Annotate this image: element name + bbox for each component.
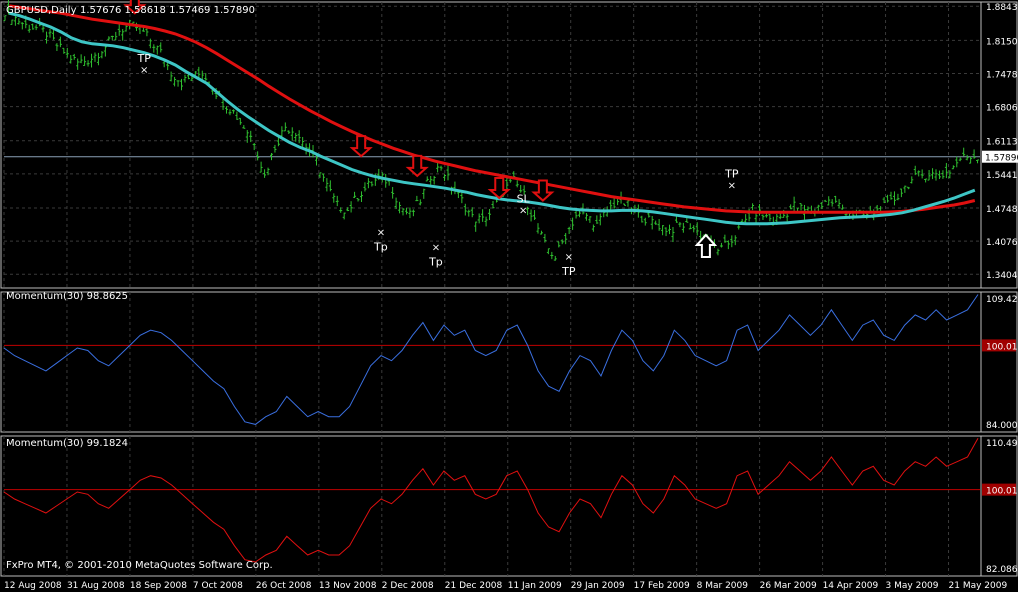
momentum-level-box: [982, 483, 1016, 496]
momentum-level-label: 100.01: [986, 487, 1018, 497]
price-tick-label: 1.54410: [986, 171, 1018, 181]
buy-arrow-icon: [694, 233, 718, 259]
price-tick-label: 1.88430: [986, 3, 1018, 13]
momentum-min-label: 82.086: [986, 565, 1018, 575]
panel-border: [0, 435, 1018, 577]
ohlc-header: 1.57676 1.58618 1.57469 1.57890: [80, 5, 255, 16]
x-tick-label: 26 Oct 2008: [256, 581, 312, 591]
momentum-max-label: 110.496: [986, 439, 1018, 449]
fast-moving-average-line: [8, 11, 976, 226]
cross-marker-icon: ×: [140, 65, 148, 76]
chart-panels: [0, 1, 1018, 577]
price-tick-label: 1.61130: [986, 138, 1018, 148]
momentum-panel-2: 100.01 110.496 82.086: [3, 438, 1018, 575]
x-tick-label: 2 Dec 2008: [382, 581, 434, 591]
symbol-header: GBPUSD,Daily: [6, 5, 77, 16]
cross-marker-icon: ×: [519, 205, 527, 216]
sell-arrow-icon: [531, 179, 555, 202]
momentum-2-title: Momentum(30) 99.1824: [6, 438, 128, 449]
x-tick-label: 31 Aug 2008: [67, 581, 125, 591]
momentum-line: [3, 294, 979, 425]
sell-arrow-icon: [349, 135, 373, 158]
trade-marker-label: TP: [561, 265, 576, 278]
panel-border: [0, 1, 1018, 289]
x-tick-label: 12 Aug 2008: [4, 581, 62, 591]
x-tick-label: 3 May 2009: [886, 581, 939, 591]
sell-arrow-icon: [123, 0, 147, 15]
sell-arrow-icon: [405, 154, 429, 178]
x-tick-label: 11 Jan 2009: [508, 581, 562, 591]
price-tick-label: 1.47480: [986, 205, 1018, 215]
price-tick-label: 1.81500: [986, 37, 1018, 47]
cross-marker-icon: ×: [432, 242, 440, 253]
trade-marker-label: TP: [724, 168, 739, 181]
momentum-level-label: 100.01: [986, 342, 1018, 352]
x-tick-label: 14 Apr 2009: [823, 581, 879, 591]
trade-marker-label: Tp: [428, 255, 443, 268]
chart-grid: [3, 2, 980, 576]
moving-averages: [8, 4, 976, 226]
cross-marker-icon: ×: [377, 228, 385, 239]
copyright-text: FxPro MT4, © 2001-2010 MetaQuotes Softwa…: [6, 560, 273, 571]
momentum-1-title: Momentum(30) 98.8625: [6, 291, 128, 302]
x-tick-label: 18 Sep 2008: [130, 581, 187, 591]
momentum-max-label: 109.421: [986, 295, 1018, 305]
price-tick-label: 1.68060: [986, 104, 1018, 114]
axis-labels: 12 Aug 2008 31 Aug 2008 18 Sep 2008 7 Oct 2…: [4, 3, 1018, 591]
x-tick-label: 26 Mar 2009: [760, 581, 817, 591]
price-tick-label: 1.74780: [986, 70, 1018, 80]
current-price-label: 1.57890: [985, 154, 1018, 164]
price-tick-label: 1.40760: [986, 238, 1018, 248]
trade-marker-label: TP: [136, 52, 151, 65]
trade-annotations: ×TP×Tp ×Tp×SL×TP×TP: [123, 0, 739, 278]
trade-marker-label: Tp: [373, 241, 388, 254]
cross-marker-icon: ×: [728, 181, 736, 192]
x-tick-label: 21 May 2009: [949, 581, 1008, 591]
momentum-line: [3, 438, 979, 563]
momentum-level-box: [982, 339, 1016, 352]
trade-marker-label: SL: [517, 192, 531, 205]
x-tick-label: 8 Mar 2009: [697, 581, 749, 591]
cross-marker-icon: ×: [565, 252, 573, 263]
x-tick-label: 21 Dec 2008: [445, 581, 503, 591]
x-tick-label: 13 Nov 2008: [319, 581, 377, 591]
sell-arrow-icon: [487, 177, 511, 200]
panel-border: [0, 291, 1018, 433]
x-tick-label: 29 Jan 2009: [571, 581, 625, 591]
x-tick-label: 7 Oct 2008: [193, 581, 243, 591]
price-tick-label: 1.34040: [986, 271, 1018, 281]
slow-moving-average-line: [8, 4, 976, 214]
current-price-box: [982, 150, 1018, 163]
x-tick-label: 17 Feb 2009: [634, 581, 690, 591]
